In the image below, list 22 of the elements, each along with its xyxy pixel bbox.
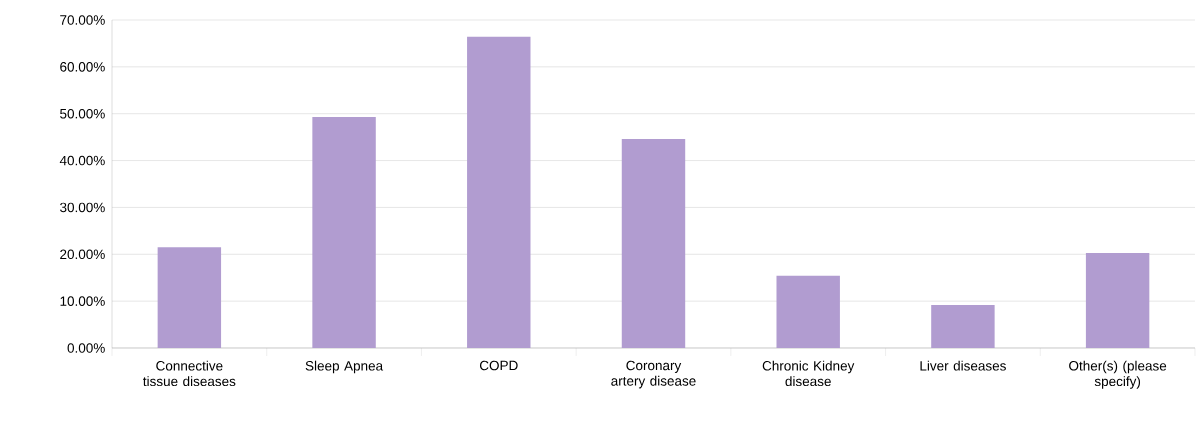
- bar: [467, 36, 531, 348]
- bar: [621, 139, 686, 348]
- y-tick-label: 20.00%: [60, 249, 105, 260]
- y-tick-label: 40.00%: [59, 155, 105, 166]
- x-tick-label: Liver diseases: [920, 360, 1006, 371]
- x-tick-label: Other(s) (please specify): [1069, 360, 1167, 389]
- bar: [1085, 252, 1150, 348]
- x-tick-label: Chronic Kidney disease: [762, 360, 855, 387]
- bar: [931, 304, 995, 348]
- y-tick-label: 50.00%: [60, 108, 105, 119]
- y-tick-label: 60.00%: [60, 62, 105, 72]
- x-tick-label: COPD: [479, 360, 518, 371]
- y-tick-label: 0.00%: [67, 343, 105, 353]
- y-tick-label: 30.00%: [60, 202, 105, 213]
- bar: [157, 247, 222, 348]
- x-tick-label: Coronary artery disease: [611, 360, 696, 389]
- bar: [312, 116, 376, 348]
- x-tick-label: Sleep Apnea: [305, 360, 384, 374]
- y-tick-label: 10.00%: [60, 296, 105, 306]
- x-tick-label: Connective tissue diseases: [143, 360, 236, 387]
- bar: [776, 275, 840, 348]
- y-tick-label: 70.00%: [60, 15, 105, 25]
